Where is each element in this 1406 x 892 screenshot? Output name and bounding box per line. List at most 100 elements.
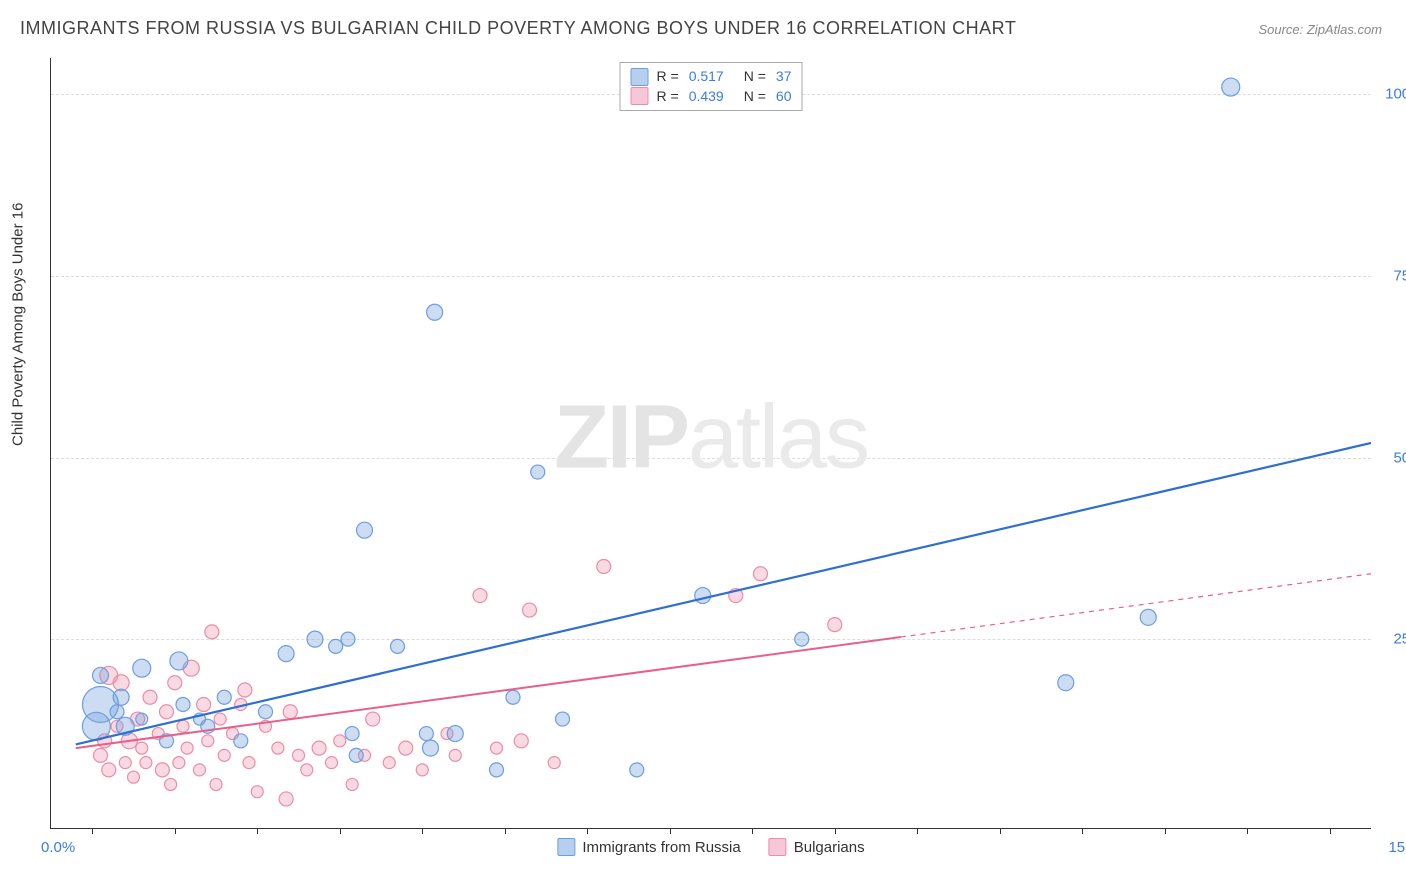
trend-line xyxy=(76,637,901,748)
y-axis-title: Child Poverty Among Boys Under 16 xyxy=(10,203,27,446)
data-point xyxy=(1222,78,1240,96)
data-point xyxy=(93,667,109,683)
data-point xyxy=(490,763,504,777)
data-point xyxy=(514,734,528,748)
data-point xyxy=(234,734,248,748)
data-point xyxy=(113,675,129,691)
data-point xyxy=(357,522,373,538)
data-point xyxy=(283,705,297,719)
data-point xyxy=(523,603,537,617)
data-point xyxy=(173,757,185,769)
data-point xyxy=(94,748,108,762)
data-point xyxy=(160,705,174,719)
legend-label-1: Bulgarians xyxy=(794,839,865,856)
data-point xyxy=(473,589,487,603)
data-point xyxy=(128,771,140,783)
correlation-chart: IMMIGRANTS FROM RUSSIA VS BULGARIAN CHIL… xyxy=(0,0,1406,892)
data-point xyxy=(119,757,131,769)
data-point xyxy=(243,757,255,769)
data-point xyxy=(176,698,190,712)
x-tick xyxy=(175,828,176,834)
data-point xyxy=(165,778,177,790)
data-point xyxy=(695,588,711,604)
x-tick xyxy=(1165,828,1166,834)
data-point xyxy=(630,763,644,777)
data-point xyxy=(293,749,305,761)
data-point xyxy=(597,559,611,573)
data-point xyxy=(391,639,405,653)
data-point xyxy=(218,749,230,761)
data-point xyxy=(506,690,520,704)
data-point xyxy=(238,683,252,697)
data-point xyxy=(326,757,338,769)
data-point xyxy=(531,465,545,479)
data-point xyxy=(143,690,157,704)
data-point xyxy=(177,720,189,732)
data-point xyxy=(202,735,214,747)
data-point xyxy=(312,741,326,755)
data-point xyxy=(416,764,428,776)
x-tick xyxy=(1082,828,1083,834)
data-point xyxy=(214,713,226,725)
data-point xyxy=(427,304,443,320)
data-point xyxy=(110,705,124,719)
swatch-series-0 xyxy=(631,68,649,86)
data-point xyxy=(383,757,395,769)
plot-svg xyxy=(51,58,1371,828)
data-point xyxy=(210,778,222,790)
y-tick-label: 25.0% xyxy=(1393,631,1406,648)
data-point xyxy=(307,631,323,647)
data-point xyxy=(556,712,570,726)
data-point xyxy=(345,727,359,741)
legend-row-series-1: R = 0.439 N = 60 xyxy=(631,87,792,107)
x-tick xyxy=(752,828,753,834)
data-point xyxy=(168,676,182,690)
legend-label-0: Immigrants from Russia xyxy=(582,839,740,856)
data-point xyxy=(194,764,206,776)
x-tick xyxy=(1247,828,1248,834)
data-point xyxy=(170,652,188,670)
data-point xyxy=(419,727,433,741)
data-point xyxy=(366,712,380,726)
data-point xyxy=(754,567,768,581)
y-tick-label: 100.0% xyxy=(1385,86,1406,103)
data-point xyxy=(259,705,273,719)
x-tick xyxy=(340,828,341,834)
data-point xyxy=(491,742,503,754)
data-point xyxy=(82,712,110,740)
data-point xyxy=(279,792,293,806)
source-attribution: Source: ZipAtlas.com xyxy=(1258,22,1382,37)
data-point xyxy=(113,689,129,705)
data-point xyxy=(217,690,231,704)
chart-title: IMMIGRANTS FROM RUSSIA VS BULGARIAN CHIL… xyxy=(20,18,1016,39)
data-point xyxy=(334,735,346,747)
swatch-bottom-0 xyxy=(557,838,575,856)
swatch-series-1 xyxy=(631,87,649,105)
x-tick xyxy=(670,828,671,834)
data-point xyxy=(346,778,358,790)
data-point xyxy=(449,749,461,761)
data-point xyxy=(548,757,560,769)
data-point xyxy=(828,618,842,632)
data-point xyxy=(1140,609,1156,625)
legend-correlation: R = 0.517 N = 37 R = 0.439 N = 60 xyxy=(620,62,803,111)
y-tick-label: 75.0% xyxy=(1393,267,1406,284)
x-tick xyxy=(917,828,918,834)
data-point xyxy=(272,742,284,754)
x-tick xyxy=(1000,828,1001,834)
data-point xyxy=(102,763,116,777)
legend-item-1: Bulgarians xyxy=(769,838,865,856)
data-point xyxy=(197,698,211,712)
data-point xyxy=(447,726,463,742)
x-tick xyxy=(587,828,588,834)
legend-series: Immigrants from Russia Bulgarians xyxy=(557,838,864,856)
x-tick xyxy=(1330,828,1331,834)
data-point xyxy=(205,625,219,639)
x-tick xyxy=(505,828,506,834)
y-tick-label: 50.0% xyxy=(1393,449,1406,466)
data-point xyxy=(251,786,263,798)
data-point xyxy=(133,659,151,677)
x-tick xyxy=(257,828,258,834)
data-point xyxy=(341,632,355,646)
data-point xyxy=(136,713,148,725)
